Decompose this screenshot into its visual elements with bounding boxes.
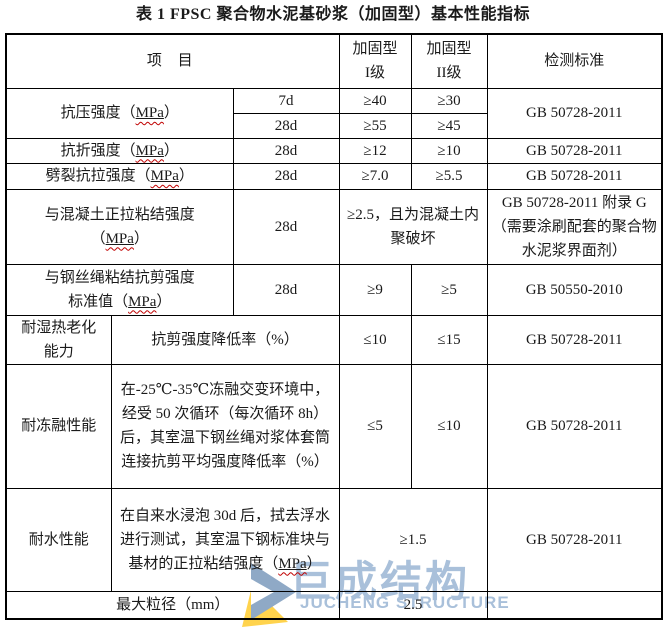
table-row: 劈裂抗拉强度（MPa） 28d ≥7.0 ≥5.5 GB 50728-2011 xyxy=(5,162,663,190)
cell-freeze-thaw-category: 耐冻融性能 xyxy=(5,363,112,489)
cell-value: ≥55 xyxy=(338,112,412,139)
cell-flexural-name: 抗折强度（MPa） xyxy=(5,137,234,164)
header-item: 项 目 xyxy=(5,33,340,89)
cell-standard: GB 50728-2011 xyxy=(486,137,663,164)
cell-value: ≥9 xyxy=(338,263,412,316)
cell-standard: GB 50728-2011 xyxy=(486,162,663,190)
cell-value: ≥45 xyxy=(410,112,488,139)
cell-water-resistance-desc: 在自来水浸泡 30d 后，拭去浮水进行测试，其室温下钢标准块与基材的正拉粘结强度… xyxy=(110,487,340,592)
cell-standard-empty xyxy=(486,590,663,620)
cell-value: ≤10 xyxy=(410,363,488,489)
cell-freeze-thaw-desc: 在-25℃-35℃冻融交变环境中，经受 50 次循环（每次循环 8h）后，其室温… xyxy=(110,363,340,489)
cell-age-7d: 7d xyxy=(232,87,340,114)
cell-value-merged: ≥2.5，且为混凝土内聚破坏 xyxy=(338,188,488,265)
cell-value: ≤5 xyxy=(338,363,412,489)
table-row: 抗折强度（MPa） 28d ≥12 ≥10 GB 50728-2011 xyxy=(5,137,663,164)
cell-splitting-name: 劈裂抗拉强度（MPa） xyxy=(5,162,234,190)
cell-value-merged: 2.5 xyxy=(338,590,488,620)
cell-value: ≥30 xyxy=(410,87,488,114)
cell-value: ≤10 xyxy=(338,314,412,365)
cell-concrete-bond-name: 与混凝土正拉粘结强度 （MPa） xyxy=(5,188,234,265)
table-row: 最大粒径（mm） 2.5 xyxy=(5,590,663,620)
cell-standard: GB 50728-2011 附录 G（需要涂刷配套的聚合物水泥浆界面剂） xyxy=(486,188,663,265)
cell-damp-heat-category: 耐湿热老化 能力 xyxy=(5,314,112,365)
cell-damp-heat-desc: 抗剪强度降低率（%） xyxy=(110,314,340,365)
table-title: 表 1 FPSC 聚合物水泥基砂浆（加固型）基本性能指标 xyxy=(135,6,530,23)
table-row: 耐水性能 在自来水浸泡 30d 后，拭去浮水进行测试，其室温下钢标准块与基材的正… xyxy=(5,487,663,592)
cell-wire-rope-name: 与钢丝绳粘结抗剪强度 标准值（MPa） xyxy=(5,263,234,316)
cell-age-28d: 28d xyxy=(232,162,340,190)
header-grade2: 加固型 II级 xyxy=(410,33,488,89)
cell-standard: GB 50728-2011 xyxy=(486,487,663,592)
performance-table: 项 目 加固型 I级 加固型 II级 检测标准 抗压强度（MPa） 7d ≥40… xyxy=(5,33,664,620)
header-row: 项 目 加固型 I级 加固型 II级 检测标准 xyxy=(5,33,663,89)
cell-standard: GB 50728-2011 xyxy=(486,314,663,365)
cell-age-28d: 28d xyxy=(232,137,340,164)
cell-value: ≥10 xyxy=(410,137,488,164)
cell-value: ≤15 xyxy=(410,314,488,365)
header-standard: 检测标准 xyxy=(486,33,663,89)
table-row: 与混凝土正拉粘结强度 （MPa） 28d ≥2.5，且为混凝土内聚破坏 GB 5… xyxy=(5,188,663,265)
cell-value-merged: ≥1.5 xyxy=(338,487,488,592)
cell-age-28d: 28d xyxy=(232,188,340,265)
cell-water-resistance-category: 耐水性能 xyxy=(5,487,112,592)
cell-standard: GB 50728-2011 xyxy=(486,363,663,489)
table-row: 与钢丝绳粘结抗剪强度 标准值（MPa） 28d ≥9 ≥5 GB 50550-2… xyxy=(5,263,663,316)
cell-max-particle-name: 最大粒径（mm） xyxy=(5,590,340,620)
table-row: 抗压强度（MPa） 7d ≥40 ≥30 GB 50728-2011 xyxy=(5,87,663,139)
cell-value: ≥7.0 xyxy=(338,162,412,190)
cell-value: ≥5 xyxy=(410,263,488,316)
cell-age-28d: 28d xyxy=(232,112,340,139)
cell-value: ≥5.5 xyxy=(410,162,488,190)
table-row: 28d ≥55 ≥45 xyxy=(6,112,662,139)
table-row: 耐湿热老化 能力 抗剪强度降低率（%） ≤10 ≤15 GB 50728-201… xyxy=(5,314,663,365)
cell-value: ≥12 xyxy=(338,137,412,164)
cell-standard: GB 50550-2010 xyxy=(486,263,663,316)
cell-compressive-name: 抗压强度（MPa） xyxy=(5,87,234,139)
cell-age-28d: 28d xyxy=(232,263,340,316)
cell-standard: GB 50728-2011 xyxy=(486,87,663,139)
header-grade1: 加固型 I级 xyxy=(338,33,412,89)
table-row: 耐冻融性能 在-25℃-35℃冻融交变环境中，经受 50 次循环（每次循环 8h… xyxy=(5,363,663,489)
cell-value: ≥40 xyxy=(338,87,412,114)
